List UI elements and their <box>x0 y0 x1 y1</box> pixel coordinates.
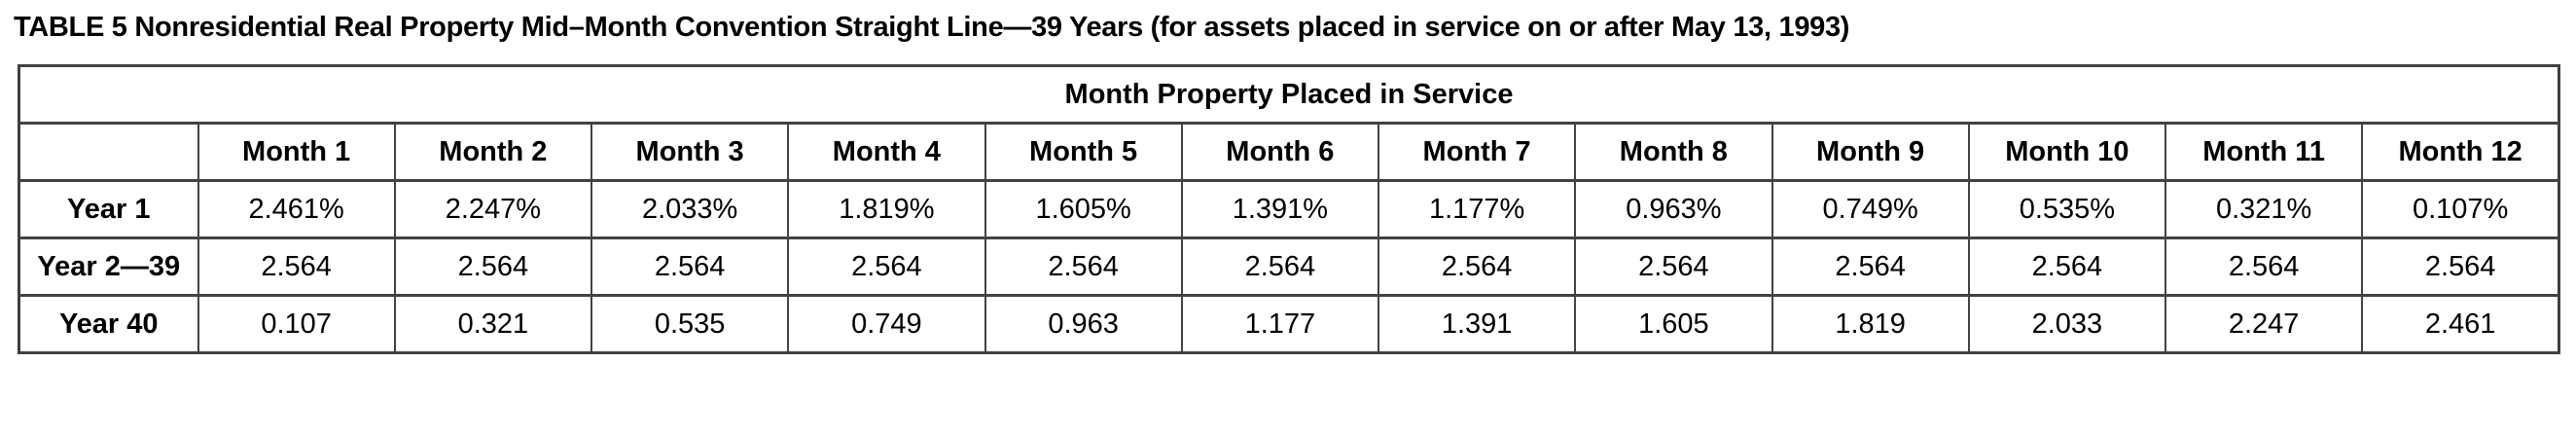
table-title: TABLE 5 Nonresidential Real Property Mid… <box>14 12 1850 43</box>
cell-year-2-39-month-10: 2.564 <box>1967 236 2167 297</box>
column-header-month-10: Month 10 <box>1967 122 2167 182</box>
cell-year-2-39-month-11: 2.564 <box>2164 236 2364 297</box>
cell-year-2-39-month-3: 2.564 <box>590 236 790 297</box>
column-header-month-12: Month 12 <box>2361 122 2560 182</box>
column-header-month-8: Month 8 <box>1574 122 1773 182</box>
cell-year-1-month-3: 2.033% <box>590 179 790 239</box>
cell-year-2-39-month-8: 2.564 <box>1574 236 1773 297</box>
column-header-month-3: Month 3 <box>590 122 790 182</box>
cell-year-40-month-1: 0.107 <box>197 294 396 354</box>
column-header-row: Month 1 Month 2 Month 3 Month 4 Month 5 … <box>18 122 2560 182</box>
corner-empty-cell <box>18 122 199 182</box>
column-header-month-4: Month 4 <box>787 122 986 182</box>
column-header-month-9: Month 9 <box>1771 122 1970 182</box>
cell-year-40-month-12: 2.461 <box>2361 294 2560 354</box>
depreciation-rate-table: Month Property Placed in Service Month 1… <box>18 64 2560 354</box>
row-label-year-40: Year 40 <box>18 294 199 354</box>
cell-year-2-39-month-1: 2.564 <box>197 236 396 297</box>
cell-year-1-month-5: 1.605% <box>984 179 1183 239</box>
column-header-month-5: Month 5 <box>984 122 1183 182</box>
table-spanning-header: Month Property Placed in Service <box>18 64 2560 125</box>
column-header-month-1: Month 1 <box>197 122 396 182</box>
cell-year-1-month-6: 1.391% <box>1180 179 1380 239</box>
cell-year-1-month-12: 0.107% <box>2361 179 2560 239</box>
cell-year-40-month-3: 0.535 <box>590 294 790 354</box>
cell-year-40-month-4: 0.749 <box>787 294 986 354</box>
table-row-year-40: Year 40 0.107 0.321 0.535 0.749 0.963 1.… <box>18 294 2560 354</box>
cell-year-2-39-month-7: 2.564 <box>1377 236 1577 297</box>
column-header-month-11: Month 11 <box>2164 122 2364 182</box>
cell-year-40-month-10: 2.033 <box>1967 294 2167 354</box>
cell-year-1-month-9: 0.749% <box>1771 179 1970 239</box>
cell-year-40-month-5: 0.963 <box>984 294 1183 354</box>
column-header-month-2: Month 2 <box>393 122 593 182</box>
cell-year-40-month-9: 1.819 <box>1771 294 1970 354</box>
cell-year-2-39-month-12: 2.564 <box>2361 236 2560 297</box>
cell-year-2-39-month-6: 2.564 <box>1180 236 1380 297</box>
cell-year-40-month-8: 1.605 <box>1574 294 1773 354</box>
cell-year-2-39-month-5: 2.564 <box>984 236 1183 297</box>
cell-year-40-month-6: 1.177 <box>1180 294 1380 354</box>
cell-year-40-month-2: 0.321 <box>393 294 593 354</box>
spanning-header-row: Month Property Placed in Service <box>18 64 2560 125</box>
table-body: Year 1 2.461% 2.247% 2.033% 1.819% 1.605… <box>18 179 2560 354</box>
cell-year-1-month-8: 0.963% <box>1574 179 1773 239</box>
column-header-month-7: Month 7 <box>1377 122 1577 182</box>
table-row-year-1: Year 1 2.461% 2.247% 2.033% 1.819% 1.605… <box>18 179 2560 239</box>
cell-year-1-month-11: 0.321% <box>2164 179 2364 239</box>
table-row-year-2-39: Year 2—39 2.564 2.564 2.564 2.564 2.564 … <box>18 236 2560 297</box>
cell-year-2-39-month-2: 2.564 <box>393 236 593 297</box>
cell-year-40-month-7: 1.391 <box>1377 294 1577 354</box>
cell-year-1-month-2: 2.247% <box>393 179 593 239</box>
cell-year-1-month-7: 1.177% <box>1377 179 1577 239</box>
cell-year-1-month-10: 0.535% <box>1967 179 2167 239</box>
cell-year-1-month-1: 2.461% <box>197 179 396 239</box>
table-head: Month Property Placed in Service Month 1… <box>18 64 2560 182</box>
cell-year-2-39-month-4: 2.564 <box>787 236 986 297</box>
row-label-year-2-39: Year 2—39 <box>18 236 199 297</box>
column-header-month-6: Month 6 <box>1180 122 1380 182</box>
cell-year-2-39-month-9: 2.564 <box>1771 236 1970 297</box>
cell-year-1-month-4: 1.819% <box>787 179 986 239</box>
cell-year-40-month-11: 2.247 <box>2164 294 2364 354</box>
row-label-year-1: Year 1 <box>18 179 199 239</box>
